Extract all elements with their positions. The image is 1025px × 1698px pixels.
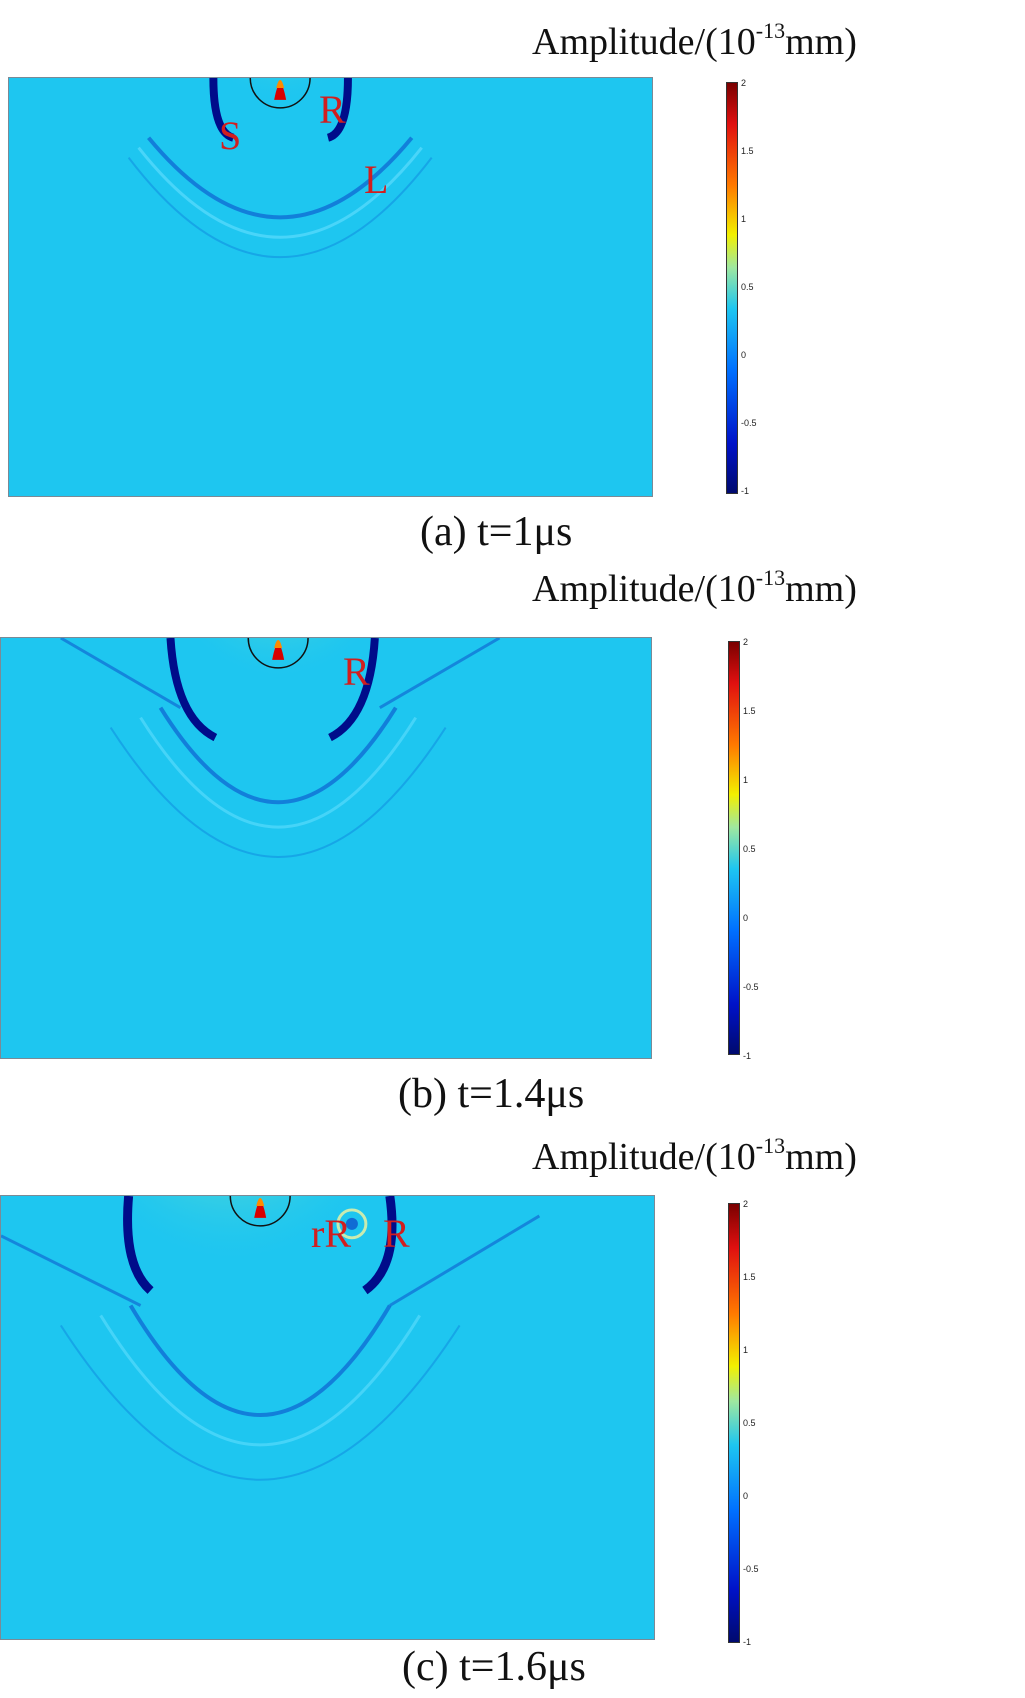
amplitude-unit-label: Amplitude/(10-13mm) [532,18,857,63]
wave-field-plot: S R L [8,77,653,497]
amplitude-unit-label: Amplitude/(10-13mm) [532,565,857,610]
colorbar [728,1203,740,1643]
colorbar-tick: 0.5 [743,1418,756,1428]
colorbar-tick: 2 [743,1199,749,1209]
colorbar-tick: -1 [741,486,750,496]
colorbar-tick: 2 [741,78,747,88]
wave-label-l: L [364,157,389,202]
amplitude-unit-label: Amplitude/(10-13mm) [532,1133,857,1178]
wavefront-graphic [127,78,433,258]
colorbar-tick: 0 [741,350,747,360]
panel-c: Amplitude/(10-13mm) rR [0,1133,1025,1698]
wave-field-plot: R [0,637,652,1059]
wave-label-r: R [343,649,370,694]
colorbar-tick: -1 [743,1051,752,1061]
panel-a: Amplitude/(10-13mm) S R L 2 1.5 [0,0,1025,560]
colorbar-tick: -0.5 [743,1564,759,1574]
colorbar [728,641,740,1055]
colorbar-tick: 1 [743,775,749,785]
panel-caption: (c) t=1.6μs [402,1644,586,1690]
panel-b: Amplitude/(10-13mm) R 2 1. [0,565,1025,1130]
colorbar-tick: 0 [743,1491,749,1501]
colorbar-tick: -0.5 [743,982,759,992]
wavefront-graphic [1,1196,541,1481]
wave-field-plot: rR R [0,1195,655,1640]
wavefront-graphic [60,638,501,858]
colorbar-tick: 2 [743,637,749,647]
colorbar-tick: 1 [741,214,747,224]
colorbar [726,82,738,494]
panel-caption: (b) t=1.4μs [398,1071,585,1117]
colorbar-tick: 1 [743,1345,749,1355]
wave-label-r: R [383,1211,410,1256]
wave-label-r: R [319,87,346,132]
wave-label-rr: rR [311,1211,351,1256]
colorbar-tick: 1.5 [741,146,754,156]
colorbar-tick: -0.5 [741,418,757,428]
colorbar-tick: -1 [743,1637,752,1647]
panel-caption: (a) t=1μs [420,509,573,555]
colorbar-tick: 0.5 [741,282,754,292]
wave-label-s: S [219,113,242,158]
colorbar-tick: 1.5 [743,706,756,716]
colorbar-tick: 0.5 [743,844,756,854]
colorbar-tick: 0 [743,913,749,923]
colorbar-tick: 1.5 [743,1272,756,1282]
